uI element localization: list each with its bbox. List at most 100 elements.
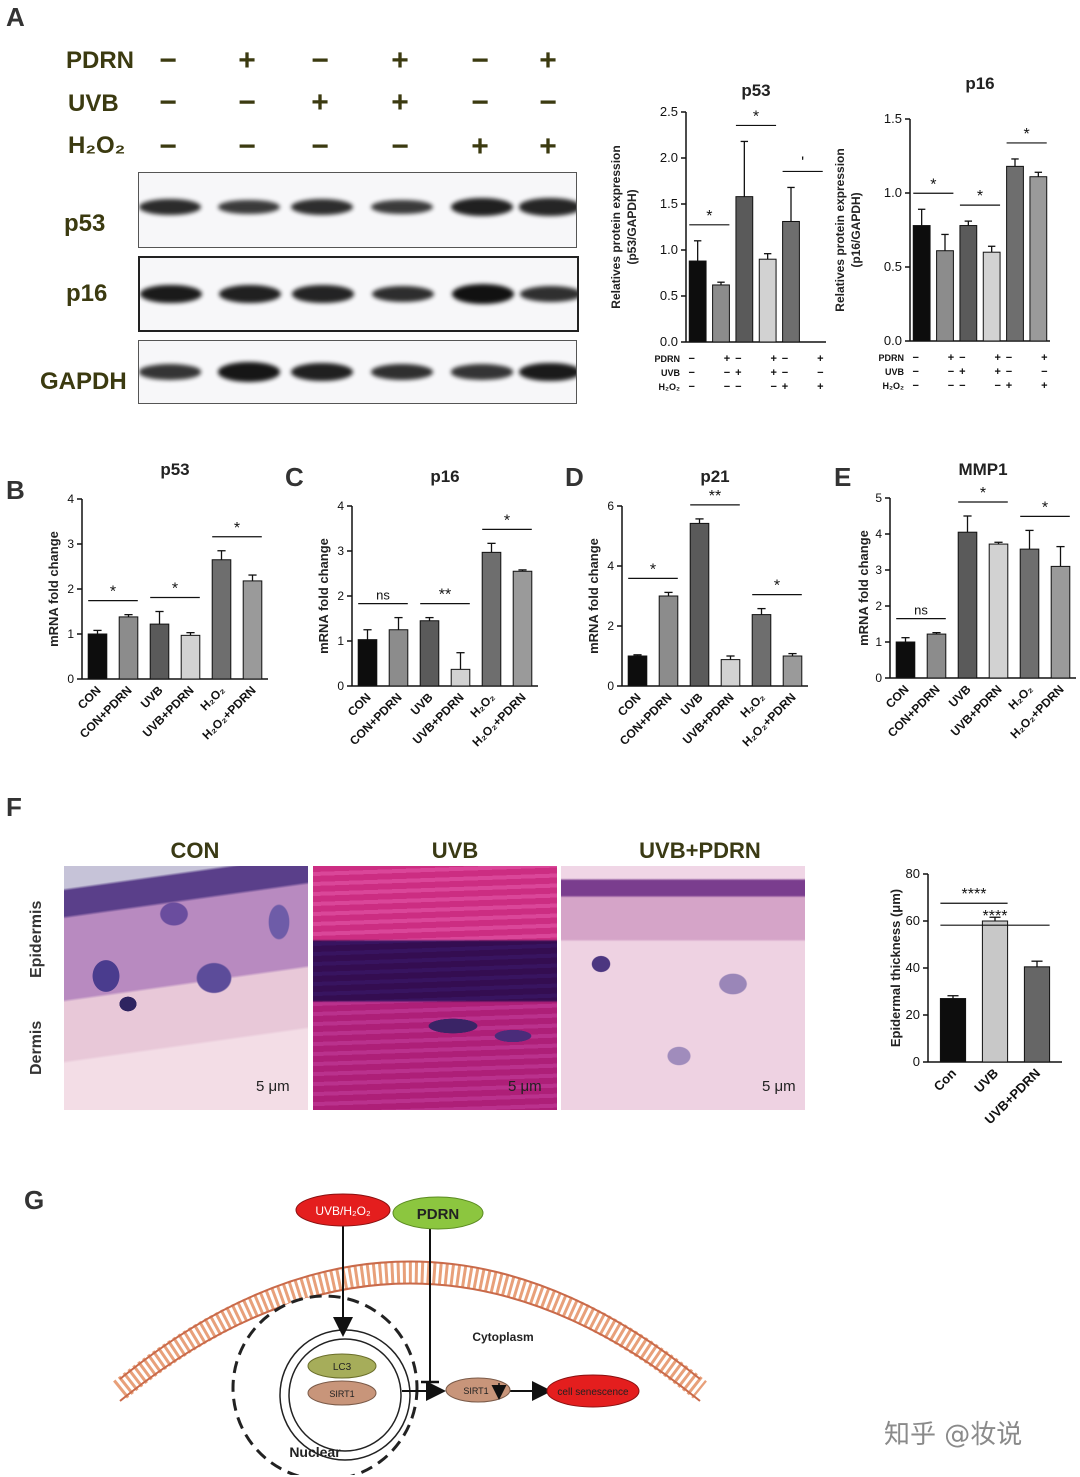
scale-label-uvb-pdrn: 5 μm [762,1078,796,1095]
bar [1023,966,1051,1063]
bar [1029,176,1048,342]
condition-sign: − [817,367,823,379]
blot-sign: − [159,130,177,163]
senescence-label: cell senescence [557,1387,629,1398]
histology-image-con [64,866,308,1110]
pdrn-label: PDRN [417,1206,460,1223]
x-category-label: UVB [946,682,974,710]
bar [782,220,800,343]
blot-band [451,364,513,380]
y-axis-label: Relatives protein expression [609,145,623,308]
watermark: 知乎 @妆说 [884,1420,1023,1450]
blot-strip-p53 [138,172,577,248]
y-tick-label: 1.5 [660,196,678,211]
blot-sign: − [311,130,329,163]
blot-sign: − [311,44,329,77]
bar [450,668,471,687]
blot-band [219,285,281,303]
chart-title: p53 [741,81,770,100]
blot-cond-uvb: UVB [68,90,119,117]
y-tick-label: 0 [67,672,74,686]
y-tick-label: 2 [337,589,344,603]
y-tick-label: 3 [337,544,344,558]
significance-label: ' [801,154,804,171]
chart-title: p16 [430,467,459,486]
bar [211,559,232,680]
bar [357,639,378,687]
y-tick-label: 2.0 [660,150,678,165]
significance-label: **** [962,886,987,903]
significance-label: * [706,208,712,225]
condition-sign: + [724,353,730,365]
condition-sign: − [959,352,965,364]
histology-image-uvb-pdrn [561,866,805,1110]
blot-band [140,284,202,304]
condition-sign: + [770,353,776,365]
condition-sign: − [948,380,954,392]
blot-sign: − [238,86,256,119]
blot-band [292,285,354,303]
uvb-h2o2-node [295,1193,391,1227]
y-tick-label: 1.0 [884,185,902,200]
x-category-label: UVB [408,690,436,718]
y-axis-label: mRNA fold change [856,530,871,646]
condition-sign: − [688,353,694,365]
significance-label: ** [709,488,721,505]
significance-label: * [172,581,178,598]
condition-sign: + [817,353,823,365]
bar [758,258,777,343]
lc3-label: LC3 [333,1362,352,1373]
bar [481,551,502,687]
y-tick-label: 60 [906,913,920,928]
y-tick-label: 0.0 [660,334,678,349]
sirt1-nuclear-node [307,1380,377,1406]
y-tick-label: 0.0 [884,333,902,348]
blot-band [291,363,353,381]
x-category-label: Con [931,1065,960,1094]
bar [689,522,710,687]
scale-label-con: 5 μm [256,1078,290,1095]
condition-sign: + [1041,352,1047,364]
condition-sign: − [724,381,730,393]
condition-sign: − [735,353,741,365]
condition-sign: + [735,367,741,379]
bar [1006,165,1024,342]
y-axis-label: mRNA fold change [586,538,601,654]
blot-sign: − [159,44,177,77]
bar [912,225,931,342]
chart-title: MMP1 [958,460,1007,479]
blot-strip-p16 [138,256,579,332]
condition-sign: + [782,381,788,393]
blot-cond-pdrn: PDRN [66,47,135,74]
condition-label: H₂O₂ [883,381,905,391]
blot-band [519,362,576,382]
blot-strip-gapdh [138,340,577,404]
significance-label: ** [439,587,451,604]
uvb-h2o2-label: UVB/H₂O₂ [315,1204,371,1218]
histo-title-con: CON [170,838,220,863]
condition-sign: − [912,366,918,378]
blot-band [291,198,353,216]
chart-title: p53 [160,460,189,479]
y-tick-label: 3 [67,537,74,551]
bar [419,620,440,687]
condition-label: PDRN [654,354,680,364]
bar [149,623,170,680]
bar [981,920,1009,1063]
condition-sign: − [948,366,954,378]
blot-sign: − [471,86,489,119]
blot-band [451,198,513,216]
blot-label-p16: p16 [66,280,108,307]
bar [926,633,947,679]
significance-label: ns [914,603,928,618]
bar [1050,565,1071,679]
x-category-label: UVB [138,683,166,711]
chart-title: p16 [965,74,994,93]
bar [118,616,139,680]
significance-label: * [650,561,656,578]
y-tick-label: 4 [337,499,344,513]
blot-band [218,362,280,382]
condition-sign: − [770,381,776,393]
